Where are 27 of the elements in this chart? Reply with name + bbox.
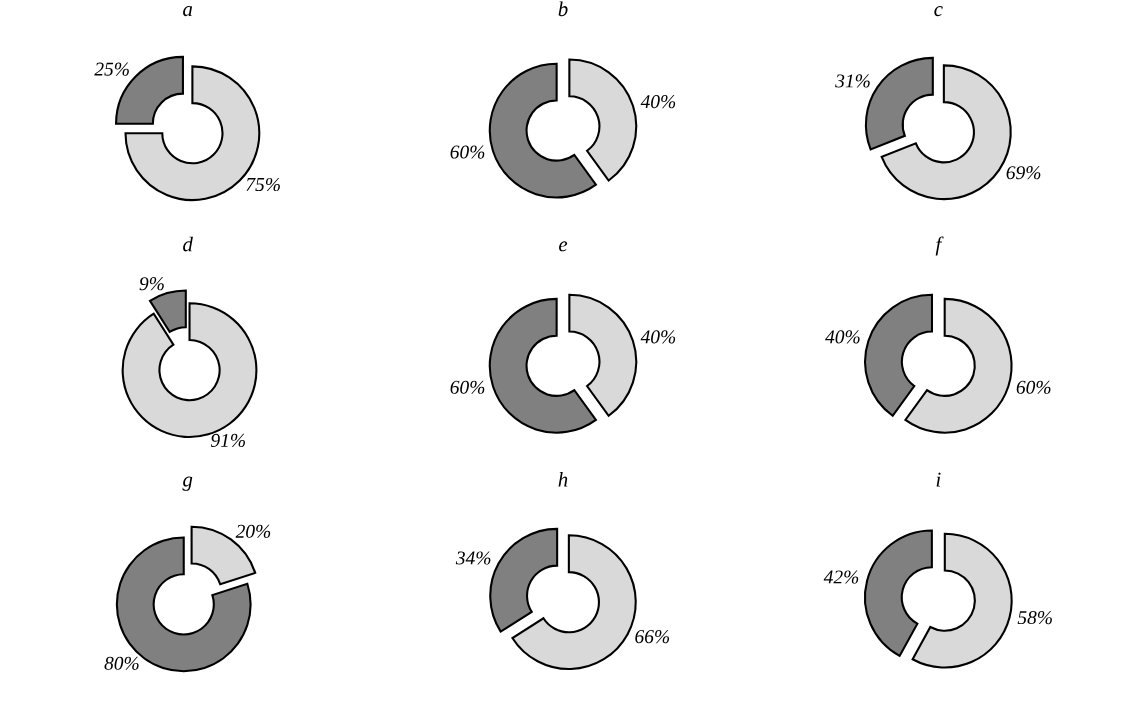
data-label: 60% [450,380,485,394]
data-label: 40% [640,330,676,344]
chart-title: c [934,6,943,17]
data-label: 31% [835,74,870,88]
data-label: 60% [450,145,485,159]
chart-title: g [182,476,193,491]
chart-title: h [558,471,568,487]
data-label: 40% [640,95,676,109]
data-label: 42% [823,570,859,584]
data-label: 66% [635,630,670,644]
data-label: 20% [235,524,271,538]
data-label: 80% [104,656,139,670]
data-label: 91% [211,433,245,448]
chart-title: f [935,236,944,256]
data-label: 34% [455,551,491,565]
data-label: 9% [139,277,164,291]
data-label: 75% [246,177,280,192]
data-label: 69% [1006,166,1041,180]
data-label: 60% [1016,380,1051,394]
data-label: 58% [1017,611,1052,625]
data-label: 25% [94,62,129,76]
chart-title: a [183,6,193,17]
chart-title: d [183,236,193,252]
chart-title: i [936,472,941,487]
data-label: 40% [825,330,860,344]
chart-title: b [558,1,568,17]
chart-title: e [559,241,568,252]
